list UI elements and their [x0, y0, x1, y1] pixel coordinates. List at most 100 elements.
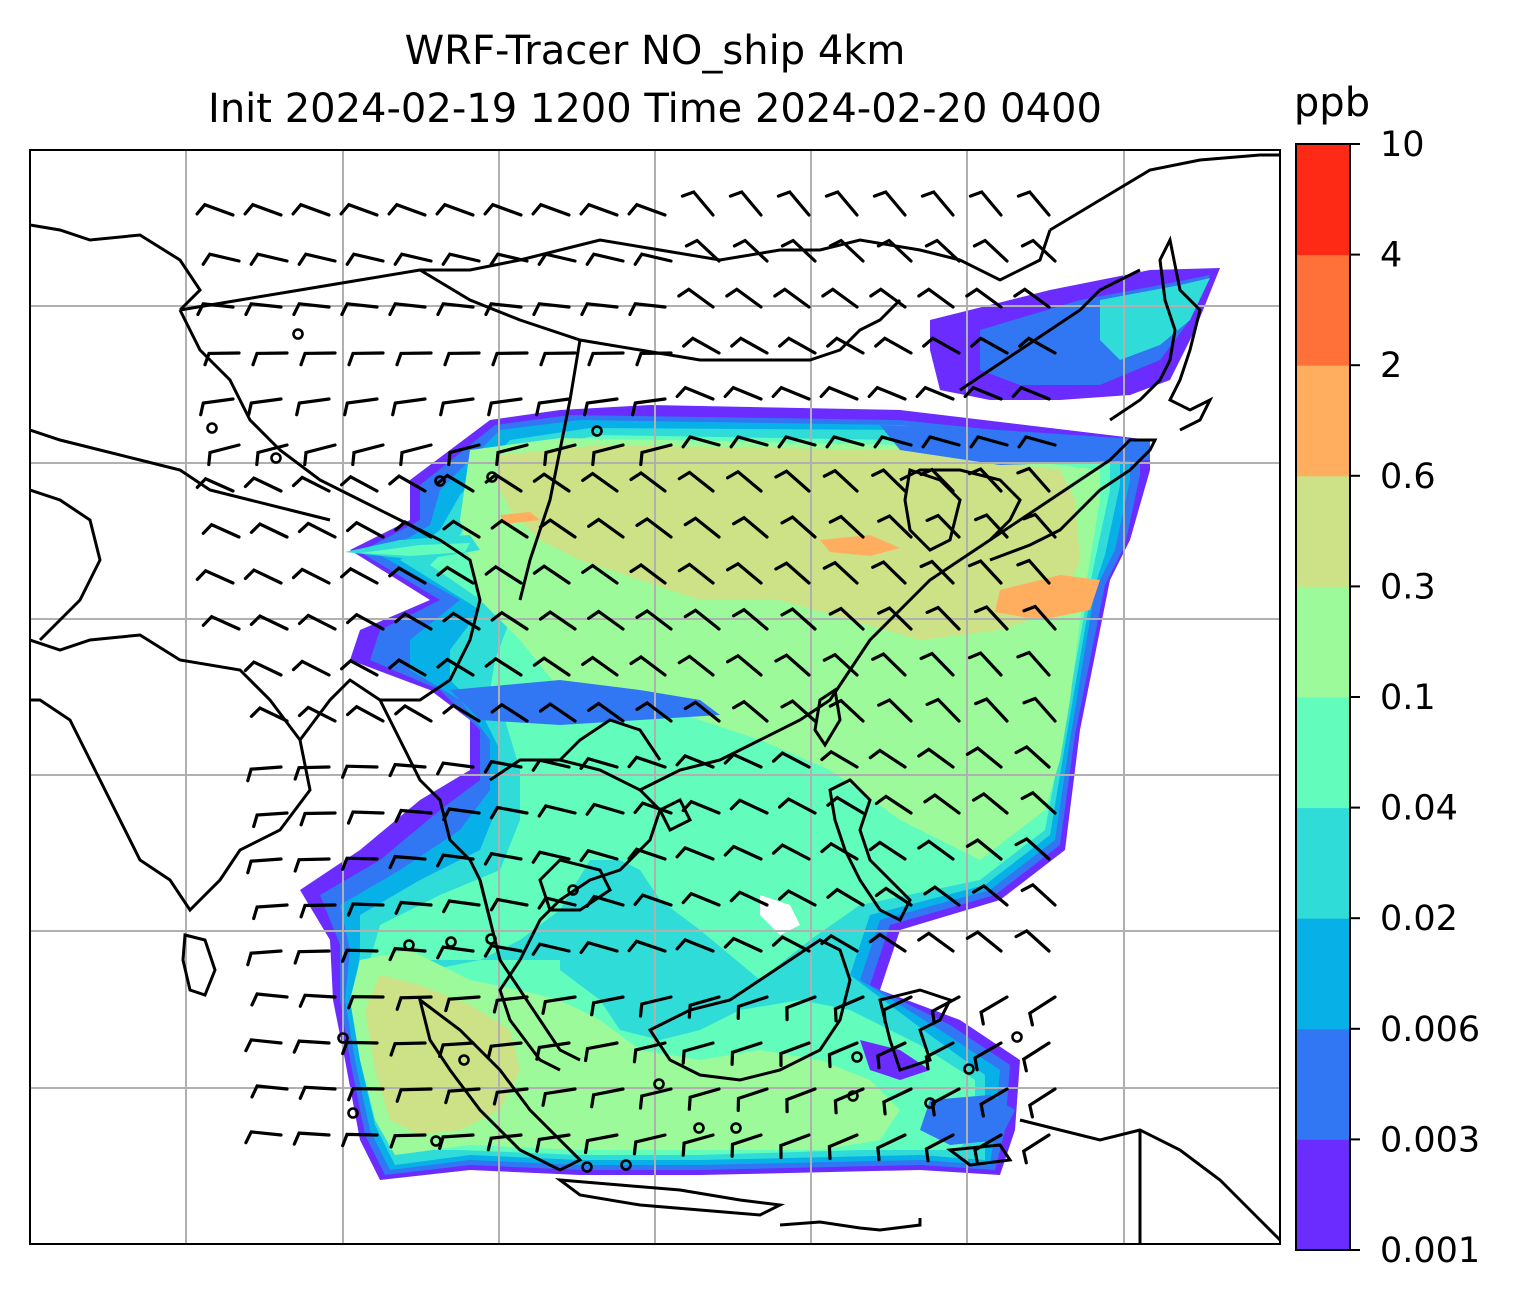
wind-barb: [484, 564, 523, 585]
wind-barb: [785, 1087, 817, 1114]
wind-barb: [581, 471, 619, 493]
wind-barb: [347, 351, 385, 367]
wind-barb: [585, 802, 625, 816]
coast-lesser-sunda: [779, 1218, 922, 1232]
field-gap-1: [760, 895, 800, 935]
wind-barb: [683, 700, 721, 723]
wind-barb: [675, 754, 715, 769]
wind-barb: [535, 1133, 571, 1153]
wind-barb: [587, 351, 625, 367]
coast-japan-south: [989, 438, 1158, 562]
wind-barb: [730, 336, 769, 355]
wind-barb: [292, 302, 331, 317]
wind-barb: [732, 515, 769, 539]
wind-barb: [299, 903, 337, 919]
wind-barb: [442, 703, 481, 723]
wind-barb: [394, 704, 433, 723]
calm-wind-marker: [292, 328, 304, 340]
calm-wind-marker: [847, 1090, 859, 1102]
wind-barb: [299, 351, 337, 367]
wind-barb: [729, 435, 769, 449]
wind-barb: [291, 659, 331, 677]
wind-barb: [919, 467, 955, 493]
wind-barb: [340, 566, 379, 585]
wind-barb: [387, 202, 427, 217]
wind-barb: [675, 846, 715, 861]
calm-wind-marker: [591, 425, 603, 437]
colorbar: 0.001 0.003 0.006 0.02 0.04 0.1 0.3 0.6 2 4 10: [1295, 125, 1480, 1271]
wind-barb: [687, 1087, 721, 1111]
colorbar-tick-label: 4: [1380, 236, 1402, 276]
wind-barb: [923, 885, 961, 907]
wind-barb: [877, 606, 913, 631]
wind-barb: [723, 752, 763, 769]
wind-barb: [443, 351, 481, 367]
wind-barb: [826, 887, 865, 907]
wind-barb: [924, 1041, 955, 1071]
wind-barb: [243, 202, 283, 217]
wind-barb: [438, 1041, 475, 1058]
coast-central-asia: [30, 223, 202, 312]
calm-wind-marker: [567, 884, 579, 896]
wind-barb: [631, 397, 667, 417]
wind-barb: [535, 1041, 571, 1061]
wind-barb: [483, 851, 523, 866]
wind-barb: [247, 397, 283, 417]
wind-barb: [388, 302, 427, 317]
wind-barb: [399, 443, 433, 467]
wind-barb: [340, 658, 379, 677]
wind-barb: [732, 238, 769, 263]
wind-barb: [436, 657, 475, 677]
wind-barb: [442, 899, 481, 914]
wind-barb: [828, 238, 865, 263]
wind-barb: [826, 336, 865, 355]
coast-india: [30, 633, 312, 913]
wind-barb: [201, 522, 241, 539]
wind-barb: [303, 443, 337, 467]
wind-barb: [629, 655, 667, 677]
wind-barb: [484, 656, 523, 677]
wind-barb: [298, 993, 337, 1008]
wind-barb: [483, 759, 523, 774]
border-vietnam-laos: [558, 718, 662, 762]
coast-pakistan: [30, 488, 102, 642]
wind-barb: [483, 202, 523, 217]
field-layer-0.6-a: [995, 575, 1100, 620]
wind-barb: [925, 605, 961, 631]
wind-barb: [1013, 287, 1051, 309]
wind-barb: [538, 518, 577, 539]
wind-barb: [924, 1133, 955, 1163]
field-layer-0.3-north: [495, 445, 1080, 640]
coast-philippines: [828, 778, 912, 923]
wind-barb: [347, 994, 385, 1010]
wind-barb: [965, 287, 1003, 309]
wind-barb: [681, 799, 721, 815]
wind-barb: [780, 699, 817, 723]
wind-barb: [388, 946, 427, 962]
wind-barb: [973, 1041, 1003, 1072]
wind-barb: [389, 1041, 427, 1057]
wind-barb: [776, 190, 811, 217]
wind-barb: [341, 948, 379, 963]
colorbar-tick-label: 0.001: [1380, 1231, 1480, 1271]
wind-barb: [729, 798, 769, 815]
wind-barb: [638, 1087, 673, 1110]
wind-barb: [1016, 466, 1051, 493]
wind-barb: [1020, 238, 1057, 263]
wind-barb: [868, 748, 907, 769]
wind-barb: [590, 995, 625, 1017]
wind-barb: [779, 1133, 811, 1160]
wind-barb: [1016, 650, 1051, 677]
wind-barbs: [195, 190, 1057, 1165]
wind-barb: [347, 1086, 385, 1102]
wind-barb: [828, 606, 865, 631]
wind-barb: [677, 562, 715, 585]
wind-barb: [1016, 558, 1051, 585]
wind-barb: [490, 518, 529, 539]
wind-barb: [1021, 1133, 1051, 1165]
calm-wind-marker: [485, 933, 497, 945]
calm-wind-marker: [403, 939, 415, 951]
wind-barb: [244, 302, 283, 317]
wind-barb: [531, 758, 571, 772]
